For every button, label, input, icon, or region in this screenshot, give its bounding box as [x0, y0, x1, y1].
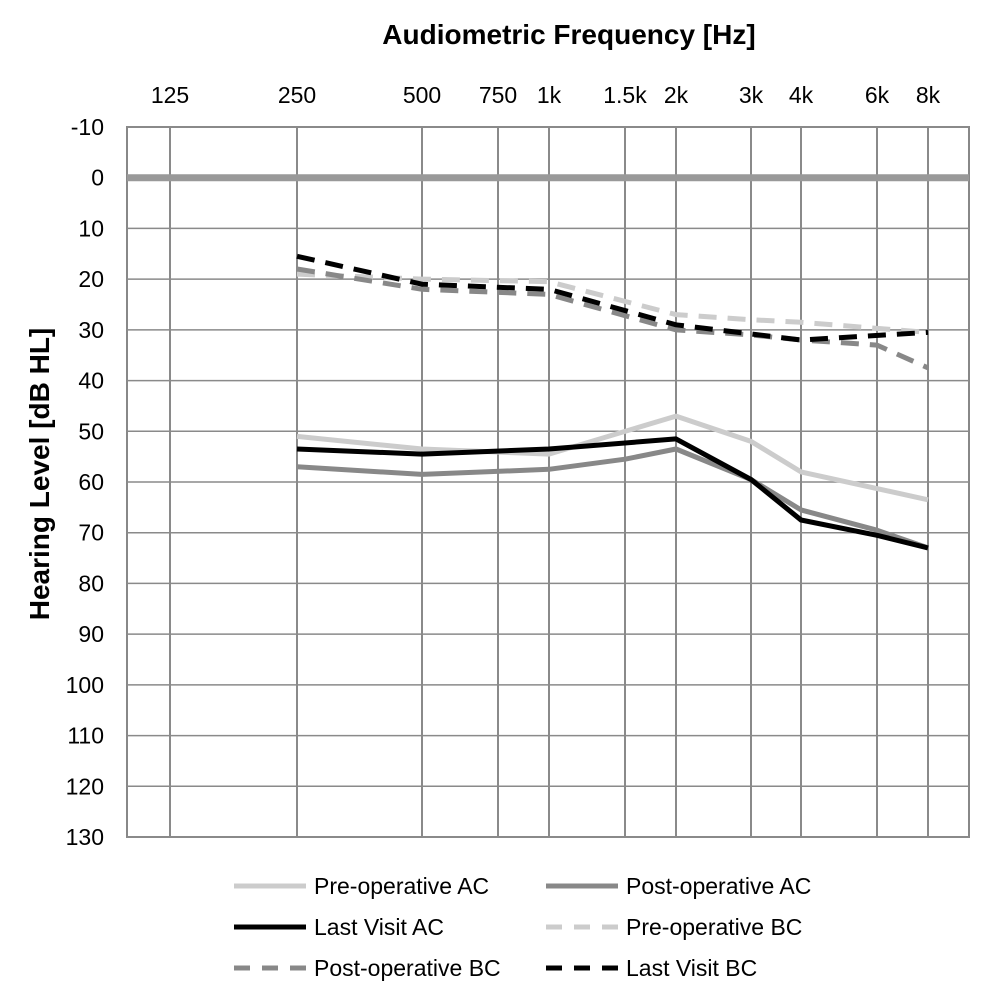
- x-tick-label: 6k: [865, 82, 890, 108]
- legend-label: Post-operative AC: [626, 873, 811, 899]
- x-tick-label: 3k: [739, 82, 764, 108]
- y-tick-label: 90: [78, 621, 104, 647]
- series-line-post-operative-ac: [296, 446, 929, 551]
- series-line-post-operative-bc: [296, 266, 930, 371]
- grid: [126, 126, 970, 838]
- series-line-pre-operative-bc: [296, 271, 929, 335]
- x-tick-label: 750: [479, 82, 517, 108]
- y-tick-label: 30: [78, 317, 104, 343]
- x-tick-label: 4k: [789, 82, 814, 108]
- series-line-pre-operative-ac: [296, 413, 929, 503]
- y-tick-label: 50: [78, 418, 104, 444]
- x-tick-labels: 125 250 500 750 1k 1.5k 2k 3k 4k 6k 8k: [151, 82, 941, 108]
- y-tick-label: 20: [78, 266, 104, 292]
- legend-label: Pre-operative BC: [626, 914, 802, 940]
- y-tick-label: 100: [66, 672, 104, 698]
- x-tick-label: 125: [151, 82, 189, 108]
- legend-label: Pre-operative AC: [314, 873, 489, 899]
- series-lines: [296, 253, 930, 551]
- legend-label: Post-operative BC: [314, 955, 501, 981]
- y-tick-label: 10: [78, 215, 104, 241]
- x-axis-title: Audiometric Frequency [Hz]: [382, 19, 755, 50]
- y-tick-label: 80: [78, 570, 104, 596]
- y-tick-label: 0: [91, 165, 104, 191]
- y-tick-label: 40: [78, 368, 104, 394]
- y-tick-label: 120: [66, 773, 104, 799]
- x-tick-label: 8k: [916, 82, 941, 108]
- x-tick-label: 2k: [664, 82, 689, 108]
- legend-label: Last Visit BC: [626, 955, 757, 981]
- legend-label: Last Visit AC: [314, 914, 444, 940]
- x-tick-label: 1k: [537, 82, 562, 108]
- x-tick-label: 1.5k: [603, 82, 647, 108]
- series-line-last-visit-ac: [296, 436, 929, 551]
- y-tick-label: 110: [67, 723, 104, 749]
- series-line-last-visit-bc: [296, 253, 929, 343]
- y-tick-labels: -10 0 10 20 30 40 50 60 70 80 90 100 110 120 130: [66, 114, 104, 850]
- y-tick-label: 70: [78, 520, 104, 546]
- y-tick-label: 130: [66, 824, 104, 850]
- y-axis-title: Hearing Level [dB HL]: [24, 328, 55, 620]
- legend: Pre-operative AC Post-operative AC Last Vi…: [234, 873, 811, 981]
- y-tick-label: -10: [71, 114, 104, 140]
- y-tick-label: 60: [78, 469, 104, 495]
- x-tick-label: 500: [403, 82, 441, 108]
- x-tick-label: 250: [278, 82, 316, 108]
